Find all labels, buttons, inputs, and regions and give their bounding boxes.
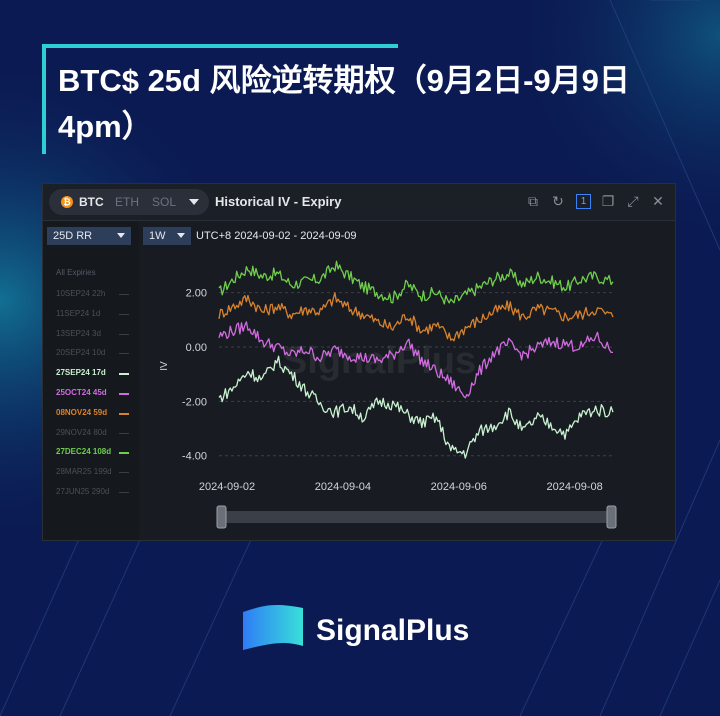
metric-select-value: 25D RR [53,230,93,242]
brand-name: SignalPlus [316,614,470,647]
duplicate-icon[interactable]: ❐ [601,193,615,209]
expiry-sidebar: 25D RR All Expiries 10SEP24 22h 11SEP24 1… [43,221,139,540]
series-line [218,321,613,399]
page-title: BTC$ 25d 风险逆转期权（9月2日-9月9日 4pm） [58,63,630,144]
expiry-list-header: All Expiries [56,268,96,277]
scrollbar-track[interactable] [219,511,613,523]
expiry-legend-line [119,333,129,335]
expiry-legend-line [119,353,129,355]
coin-switcher: ₿ BTC ETH SOL [49,189,209,215]
pin-icon[interactable]: 1 [576,194,591,209]
expiry-legend-line [119,492,129,493]
expiry-legend-line [119,294,129,295]
time-scrollbar[interactable] [216,505,617,529]
expiry-item[interactable]: 29NOV24 80d [56,427,107,437]
series-line [218,292,614,342]
scrollbar-left-handle[interactable] [216,505,227,529]
x-tick-label: 2024-09-08 [547,481,603,493]
expiry-item[interactable]: 10SEP24 22h [56,289,106,298]
btc-coin-icon: ₿ [61,196,73,208]
expiry-item[interactable]: 27SEP24 17d [56,368,106,378]
coin-tab-btc[interactable]: BTC [79,195,104,209]
panel-title: Historical IV - Expiry [215,194,342,209]
expiry-legend-line [119,412,129,415]
expiry-item[interactable]: 08NOV24 59d [56,407,108,417]
chevron-down-icon [117,233,125,238]
window-select-value: 1W [149,230,166,242]
chart-axes: 2.00 0.00 -2.00 -4.00 2024-09-02 2024-09-04 20… [159,288,603,493]
scrollbar-right-handle[interactable] [606,505,617,529]
expiry-legend-line [119,472,129,474]
x-tick-label: 2024-09-04 [315,481,371,493]
x-tick-label: 2024-09-02 [199,481,255,493]
coin-dropdown-icon[interactable] [189,199,199,205]
expiry-item[interactable]: 27DEC24 108d [56,447,112,457]
y-tick-label: 0.00 [186,342,207,354]
coin-tab-sol[interactable]: SOL [152,195,177,209]
expiry-item[interactable]: 27JUN25 290d [56,487,110,496]
y-axis-label: IV [159,361,170,371]
expand-icon[interactable]: ⤢ [627,193,639,209]
expiry-item[interactable]: 13SEP24 3d [56,328,101,338]
chevron-down-icon [177,233,185,238]
y-tick-label: -2.00 [182,396,207,408]
window-select[interactable]: 1W [143,227,191,245]
expiry-legend-line [119,313,129,315]
y-tick-label: -4.00 [182,451,207,463]
expiry-item[interactable]: 25OCT24 45d [56,388,107,397]
expiry-item[interactable]: 11SEP24 1d [56,308,101,318]
expiry-item[interactable]: 28MAR25 199d [56,467,112,477]
y-tick-label: 2.00 [186,288,207,300]
expiry-legend-line [119,452,129,455]
coin-tab-eth[interactable]: ETH [115,195,139,209]
title-bracket [42,44,398,154]
expiry-item[interactable]: 20SEP24 10d [56,348,106,358]
series-line [218,260,614,305]
metric-select[interactable]: 25D RR [47,227,131,245]
signalplus-logo-icon [243,605,303,650]
chart-series [218,260,614,459]
time-range-label: UTC+8 2024-09-02 - 2024-09-09 [196,230,357,242]
series-line [218,355,614,459]
expiry-legend-line [119,432,129,434]
panel-toolbar: ₿ BTC ETH SOL Historical IV - Expiry ⧉ ↻… [43,184,675,221]
x-tick-label: 2024-09-06 [431,481,487,493]
chart-panel: ₿ BTC ETH SOL Historical IV - Expiry ⧉ ↻… [42,183,676,541]
expiry-legend-line [119,393,129,395]
open-external-icon[interactable]: ⧉ [528,193,538,209]
close-icon[interactable]: ✕ [652,193,664,209]
refresh-icon[interactable]: ↻ [552,193,564,209]
expiry-legend-line [119,373,129,376]
